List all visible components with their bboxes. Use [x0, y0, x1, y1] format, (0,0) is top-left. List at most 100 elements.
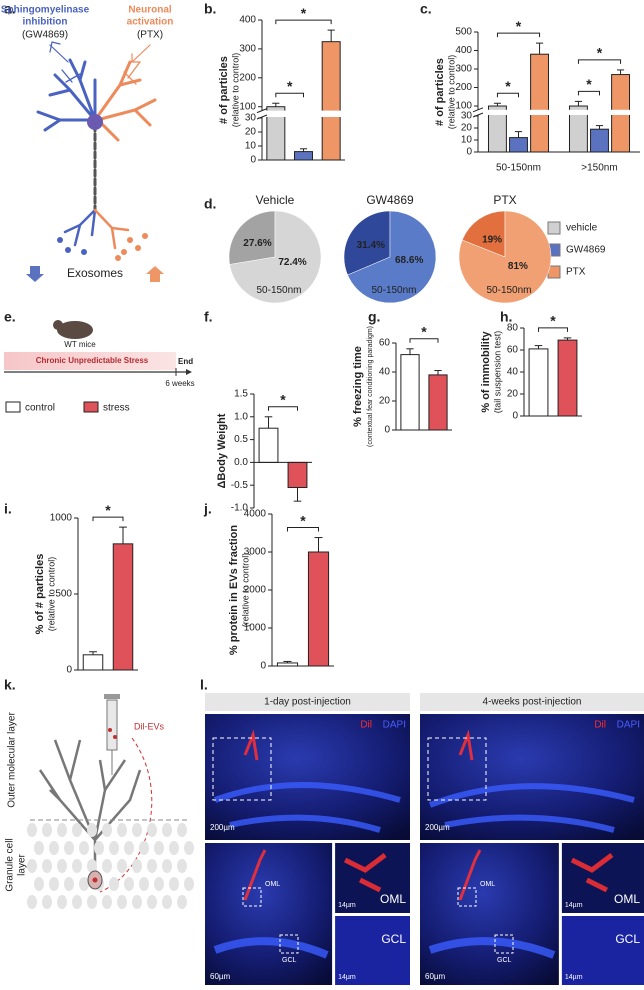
- label: (GW4869): [22, 30, 68, 41]
- y-tick-label: 300: [239, 44, 256, 55]
- label: inhibition: [23, 17, 68, 28]
- significance-bracket: [92, 516, 124, 522]
- inset-label: OML: [614, 892, 640, 906]
- pie-note: 50-150nm: [371, 285, 416, 296]
- y-tick-label: -1.0: [231, 503, 249, 514]
- pie-slice: [458, 210, 552, 304]
- cell: [162, 895, 172, 909]
- cell: [139, 877, 149, 891]
- axis-break-mark: [256, 108, 268, 114]
- panel-l: l. 1-day post-injection Dil DAPI 200µm OML GC…: [200, 677, 644, 985]
- label: Outer molecular layer: [7, 712, 18, 808]
- arrowhead: [186, 369, 192, 375]
- legend-swatch: [547, 221, 561, 235]
- y-tick-label: 400: [239, 15, 256, 26]
- panel-letter: a.: [4, 1, 16, 17]
- scale-label: 60µm: [210, 972, 231, 981]
- image: [561, 843, 644, 913]
- vesicles: [57, 233, 148, 261]
- significance-label: *: [287, 78, 293, 94]
- pie-slice: [461, 210, 506, 258]
- stain-label: DAPI: [617, 720, 640, 731]
- scale-label: 200µm: [425, 823, 450, 832]
- panel-letter: h.: [500, 309, 512, 325]
- axis-break: [256, 110, 345, 117]
- cell: [42, 823, 52, 837]
- y-tick-label: 0.5: [234, 434, 248, 445]
- y-tick-label: 20: [507, 389, 519, 400]
- cell: [109, 877, 119, 891]
- y-axis-label: (relative to control): [240, 553, 250, 628]
- significance-bracket: [577, 90, 600, 96]
- label: Dil-EVs: [134, 721, 165, 731]
- bar: [112, 543, 134, 671]
- mouse-head: [53, 320, 63, 330]
- legend-label: control: [25, 403, 55, 414]
- y-tick-label: 40: [379, 367, 391, 378]
- image: [335, 916, 410, 985]
- significance-label: *: [300, 512, 306, 528]
- y-tick-label: 4000: [244, 509, 267, 520]
- hippocampus: [213, 782, 401, 833]
- panel-k: k. Dil-EVs Outer molecular layer Granule…: [4, 677, 194, 909]
- scale-label: 14µm: [565, 902, 583, 909]
- y-tick-label: 0.0: [234, 457, 248, 468]
- y-axis-label: ΔBody Weight: [216, 413, 228, 488]
- y-tick-label: -0.5: [231, 480, 249, 491]
- legend-label: vehicle: [566, 223, 598, 234]
- cell: [72, 859, 82, 873]
- significance-label: *: [516, 18, 522, 34]
- y-tick-label: 2000: [244, 585, 267, 596]
- bar: [82, 654, 104, 671]
- cell: [177, 895, 187, 909]
- dil-signal: [458, 849, 482, 901]
- legend-label: PTX: [566, 267, 586, 278]
- hippocampus: [428, 783, 635, 833]
- cell: [64, 877, 74, 891]
- bar: [509, 137, 528, 153]
- cell: [72, 895, 82, 909]
- label: Sphingomyelinase: [1, 5, 90, 16]
- significance-label: *: [586, 76, 592, 92]
- stain-label: DAPI: [383, 720, 406, 731]
- scale-label: 14µm: [338, 974, 356, 981]
- axis-break-mark: [472, 112, 484, 118]
- y-axis-label: % of immobility: [480, 330, 492, 412]
- y-tick-label: 80: [507, 323, 519, 334]
- bar: [590, 128, 609, 153]
- cell: [169, 877, 179, 891]
- y-tick-label: 0: [260, 661, 266, 672]
- scale-label: 14µm: [565, 974, 583, 981]
- cell: [132, 823, 142, 837]
- cell: [132, 895, 142, 909]
- pie-slice: [343, 210, 391, 276]
- significance-bracket: [287, 527, 319, 532]
- y-tick-label: 10: [245, 141, 257, 152]
- zoom-box: [457, 887, 477, 907]
- cell: [34, 877, 44, 891]
- significance-bracket: [538, 327, 568, 332]
- inset-label: OML: [380, 892, 406, 906]
- cell: [117, 823, 127, 837]
- y-tick-label: 20: [245, 127, 257, 138]
- x-tick-label: >150nm: [581, 163, 617, 174]
- y-axis-label: % of # particles: [34, 554, 46, 635]
- cell: [184, 877, 194, 891]
- cell: [79, 841, 89, 855]
- cell: [102, 823, 112, 837]
- y-tick-label: 1.5: [234, 389, 248, 400]
- arrow-down: [26, 266, 44, 282]
- y-tick-label: 100: [239, 101, 256, 112]
- y-axis-label: (tail suspension test): [492, 331, 502, 414]
- y-tick-label: 3000: [244, 547, 267, 558]
- cell: [177, 823, 187, 837]
- region-label: GCL: [497, 957, 512, 964]
- significance-bracket: [275, 92, 304, 98]
- hippocampus: [428, 937, 556, 959]
- y-tick-label: 30: [461, 111, 473, 122]
- pie-slice: [347, 210, 437, 304]
- y-axis-label: (relative to control): [446, 55, 456, 130]
- data-label: 19%: [482, 235, 502, 246]
- cell: [27, 823, 37, 837]
